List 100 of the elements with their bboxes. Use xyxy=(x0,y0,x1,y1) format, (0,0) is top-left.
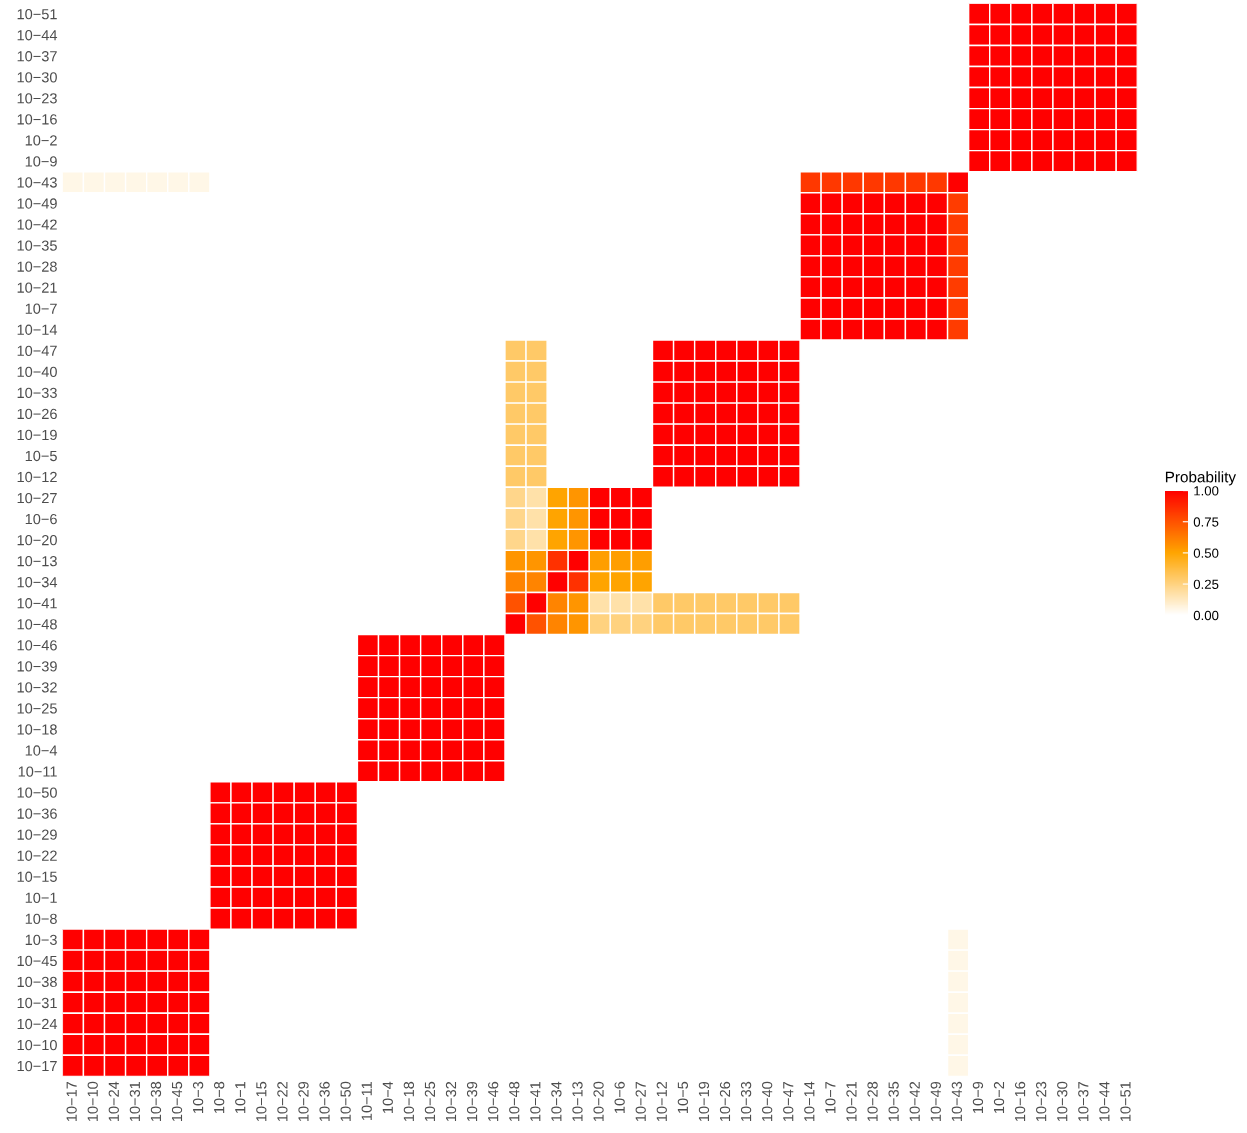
x-tick-label: 10−45 xyxy=(171,1081,183,1122)
y-tick-label: 10−26 xyxy=(17,408,57,420)
y-tick-label: 10−6 xyxy=(25,513,57,525)
y-tick-label: 10−28 xyxy=(17,261,57,272)
x-tick-label: 10−36 xyxy=(319,1081,330,1122)
color-bar-label: 0.75 xyxy=(1193,517,1219,527)
y-tick-label: 10−47 xyxy=(17,345,57,356)
x-tick-label: 10−9 xyxy=(972,1081,984,1113)
y-tick-label: 10−50 xyxy=(17,787,57,798)
x-tick-label: 10−44 xyxy=(1099,1081,1110,1122)
y-tick-label: 10−43 xyxy=(17,177,57,188)
y-tick-label: 10−45 xyxy=(17,955,57,967)
x-tick-label: 10−26 xyxy=(719,1081,731,1122)
y-tick-label: 10−12 xyxy=(17,471,57,483)
y-tick-label: 10−21 xyxy=(17,282,57,293)
x-tick-label: 10−18 xyxy=(403,1081,415,1122)
y-tick-label: 10−3 xyxy=(25,934,57,946)
y-tick-label: 10−8 xyxy=(25,913,57,924)
x-tick-label: 10−51 xyxy=(1120,1081,1131,1122)
x-tick-label: 10−14 xyxy=(804,1081,815,1122)
x-tick-label: 10−46 xyxy=(488,1081,499,1122)
x-tick-label: 10−7 xyxy=(825,1081,836,1113)
y-tick-label: 10−9 xyxy=(25,156,57,167)
x-tick-label: 10−16 xyxy=(1014,1081,1026,1122)
x-tick-label: 10−6 xyxy=(614,1081,625,1113)
x-tick-label: 10−24 xyxy=(108,1081,119,1122)
x-tick-label: 10−40 xyxy=(762,1081,773,1122)
y-tick-label: 10−15 xyxy=(17,871,57,882)
y-tick-label: 10−27 xyxy=(17,492,57,504)
y-tick-label: 10−36 xyxy=(17,808,57,819)
y-tick-label: 10−20 xyxy=(17,534,57,546)
y-tick-label: 10−51 xyxy=(17,9,57,20)
y-tick-label: 10−17 xyxy=(17,1060,57,1072)
x-tick-label: 10−4 xyxy=(382,1081,393,1113)
y-tick-label: 10−14 xyxy=(17,324,58,335)
x-tick-label: 10−20 xyxy=(593,1081,604,1122)
x-tick-label: 10−28 xyxy=(867,1081,878,1122)
x-tick-label: 10−21 xyxy=(846,1081,857,1122)
x-tick-label: 10−47 xyxy=(783,1081,794,1122)
x-tick-label: 10−27 xyxy=(635,1081,646,1122)
y-tick-label: 10−34 xyxy=(17,577,58,588)
x-tick-label: 10−31 xyxy=(129,1081,141,1122)
x-tick-label: 10−1 xyxy=(235,1081,246,1113)
y-tick-label: 10−37 xyxy=(17,51,57,62)
y-tick-label: 10−33 xyxy=(17,387,57,399)
x-tick-label: 10−23 xyxy=(1036,1081,1047,1122)
x-tick-label: 10−42 xyxy=(909,1081,920,1122)
y-tick-label: 10−46 xyxy=(17,640,57,651)
x-tick-label: 10−10 xyxy=(87,1081,98,1122)
y-tick-label: 10−39 xyxy=(17,661,57,672)
x-tick-label: 10−3 xyxy=(192,1081,204,1113)
x-tick-label: 10−50 xyxy=(340,1081,351,1122)
color-bar-label: 0.50 xyxy=(1193,548,1219,558)
x-tick-label: 10−25 xyxy=(424,1081,436,1122)
color-bar-label: 1.00 xyxy=(1194,486,1219,496)
x-tick-label: 10−37 xyxy=(1078,1081,1089,1122)
y-tick-label: 10−24 xyxy=(17,1018,58,1030)
x-tick-label: 10−32 xyxy=(445,1081,457,1122)
x-tick-label: 10−34 xyxy=(551,1081,562,1122)
y-tick-label: 10−4 xyxy=(25,745,58,756)
y-tick-label: 10−31 xyxy=(17,997,57,1009)
y-tick-label: 10−38 xyxy=(17,976,57,988)
x-tick-label: 10−29 xyxy=(298,1081,309,1122)
y-tick-label: 10−2 xyxy=(25,135,57,146)
y-tick-label: 10−25 xyxy=(17,703,57,714)
x-tick-label: 10−15 xyxy=(256,1081,267,1122)
x-tick-label: 10−38 xyxy=(150,1081,162,1122)
x-tick-label: 10−30 xyxy=(1057,1081,1068,1122)
x-tick-label: 10−43 xyxy=(951,1081,963,1122)
color-bar-title: Probability xyxy=(1165,471,1236,486)
y-tick-label: 10−10 xyxy=(17,1039,57,1051)
x-tick-label: 10−2 xyxy=(993,1081,1005,1113)
x-tick-label: 10−19 xyxy=(698,1081,710,1122)
color-bar-label: 0.25 xyxy=(1193,579,1219,589)
y-tick-label: 10−18 xyxy=(17,724,57,735)
y-tick-label: 10−19 xyxy=(17,429,57,441)
y-tick-label: 10−41 xyxy=(17,598,57,609)
x-tick-label: 10−49 xyxy=(930,1081,941,1122)
x-tick-label: 10−35 xyxy=(888,1081,899,1122)
x-tick-label: 10−39 xyxy=(466,1081,478,1122)
x-tick-label: 10−12 xyxy=(656,1081,667,1122)
x-tick-label: 10−13 xyxy=(572,1081,583,1122)
x-tick-label: 10−8 xyxy=(214,1081,225,1113)
y-tick-label: 10−5 xyxy=(25,450,57,462)
y-tick-label: 10−49 xyxy=(17,198,57,209)
color-bar-label: 0.00 xyxy=(1193,610,1219,621)
y-tick-label: 10−42 xyxy=(17,219,57,230)
y-tick-label: 10−40 xyxy=(17,366,57,377)
x-tick-label: 10−11 xyxy=(361,1081,372,1120)
y-tick-label: 10−30 xyxy=(17,72,57,83)
y-tick-label: 10−48 xyxy=(17,619,57,630)
y-tick-label: 10−32 xyxy=(17,682,57,693)
x-tick-label: 10−22 xyxy=(277,1081,288,1122)
y-tick-label: 10−16 xyxy=(17,114,57,125)
y-tick-label: 10−35 xyxy=(17,240,57,251)
x-tick-label: 10−48 xyxy=(509,1081,520,1122)
y-tick-label: 10−13 xyxy=(17,556,57,567)
x-tick-label: 10−33 xyxy=(740,1081,752,1122)
y-tick-label: 10−7 xyxy=(25,303,57,314)
x-tick-label: 10−41 xyxy=(530,1081,541,1122)
